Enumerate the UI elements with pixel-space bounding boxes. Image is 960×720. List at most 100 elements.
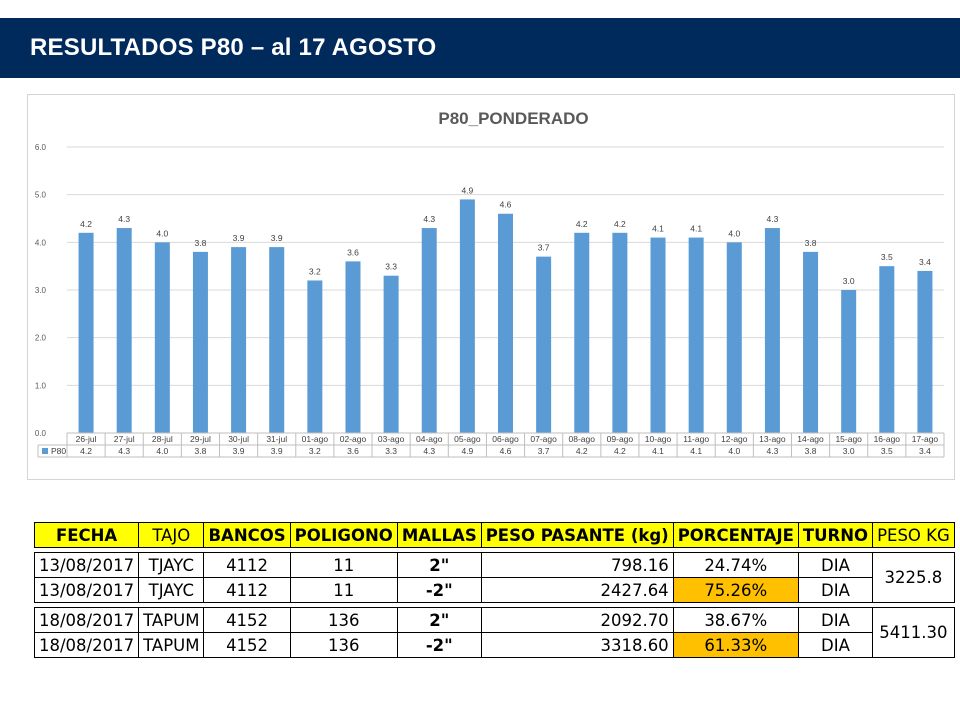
- data-label: 3.4: [919, 257, 931, 267]
- header-peso-pasante: PESO PASANTE (kg): [480, 522, 674, 548]
- data-table-value: 4.9: [461, 446, 473, 456]
- y-tick-label: 1.0: [35, 381, 47, 390]
- cell-peso-kg: 3225.8: [872, 552, 955, 603]
- header-peso-kg: PESO KG: [872, 522, 955, 548]
- x-tick-label: 14-ago: [797, 434, 824, 444]
- data-table-value: 4.3: [118, 446, 130, 456]
- x-tick-label: 12-ago: [721, 434, 748, 444]
- data-table-value: 4.0: [728, 446, 740, 456]
- data-table-value: 3.8: [805, 446, 817, 456]
- cell-turno: DIA: [797, 577, 874, 603]
- data-table-value: 3.7: [538, 446, 550, 456]
- x-tick-label: 17-ago: [912, 434, 939, 444]
- bar: [78, 232, 94, 433]
- data-label: 3.2: [309, 266, 321, 276]
- bar: [154, 242, 170, 433]
- data-label: 3.7: [538, 243, 550, 253]
- bar: [917, 270, 933, 433]
- cell-tajo: TJAYC: [138, 577, 205, 603]
- bar: [650, 237, 666, 433]
- data-label: 3.8: [195, 238, 207, 248]
- data-table-value: 3.6: [347, 446, 359, 456]
- table-row: 18/08/2017 TAPUM 4152 136 -2" 3318.60 61…: [33, 632, 955, 658]
- title-banner: RESULTADOS P80 – al 17 AGOSTO: [0, 18, 960, 78]
- y-tick-label: 4.0: [35, 238, 47, 247]
- data-label: 4.3: [118, 214, 130, 224]
- cell-peso-kg: 5411.30: [872, 607, 955, 658]
- header-fecha: FECHA: [33, 522, 140, 548]
- y-tick-label: 0.0: [35, 429, 47, 438]
- cell-fecha: 18/08/2017: [33, 632, 140, 658]
- data-label: 4.1: [652, 224, 664, 234]
- x-tick-label: 13-ago: [759, 434, 786, 444]
- x-tick-label: 10-ago: [645, 434, 672, 444]
- data-label: 4.1: [690, 224, 702, 234]
- bar: [383, 275, 399, 433]
- cell-mallas: -2": [396, 577, 482, 603]
- data-table-value: 4.3: [766, 446, 778, 456]
- cell-mallas: 2": [396, 607, 482, 633]
- cell-bancos: 4152: [203, 607, 291, 633]
- data-table-value: 4.2: [576, 446, 588, 456]
- p80-chart: P80_PONDERADO 0.0 1.0 2.0 3.0 4.0 5.0 6.0 4.2 4.3…: [35, 109, 945, 458]
- data-label: 3.9: [233, 233, 245, 243]
- bar: [726, 242, 742, 433]
- data-table-value: 3.0: [843, 446, 855, 456]
- x-tick-label: 11-ago: [683, 434, 709, 444]
- cell-turno: DIA: [797, 632, 874, 658]
- y-tick-label: 2.0: [35, 334, 47, 343]
- cell-fecha: 18/08/2017: [33, 607, 140, 633]
- cell-turno: DIA: [797, 607, 874, 633]
- cell-tajo: TAPUM: [138, 607, 205, 633]
- header-tajo: TAJO: [138, 522, 205, 548]
- x-tick-label: 06-ago: [492, 434, 519, 444]
- data-label: 3.9: [271, 233, 283, 243]
- x-tick-label: 05-ago: [454, 434, 481, 444]
- data-label: 3.8: [805, 238, 817, 248]
- bar: [269, 247, 285, 433]
- bar: [764, 228, 780, 433]
- cell-mallas: 2": [396, 552, 482, 578]
- cell-poligono: 136: [289, 632, 398, 658]
- cell-bancos: 4152: [203, 632, 291, 658]
- data-label: 4.6: [500, 200, 512, 210]
- y-tick-label: 3.0: [35, 286, 47, 295]
- cell-peso: 798.16: [480, 552, 674, 578]
- cell-turno: DIA: [797, 552, 874, 578]
- x-tick-label: 28-jul: [152, 434, 173, 444]
- cell-porcentaje: 61.33%: [672, 632, 799, 658]
- data-label: 3.6: [347, 247, 359, 257]
- cell-fecha: 13/08/2017: [33, 577, 140, 603]
- cell-fecha: 13/08/2017: [33, 552, 140, 578]
- data-table-value: 4.1: [652, 446, 664, 456]
- cell-peso: 2427.64: [480, 577, 674, 603]
- data-label: 3.5: [881, 252, 893, 262]
- data-table-value: 3.4: [919, 446, 931, 456]
- bar: [231, 247, 247, 433]
- header-bancos: BANCOS: [203, 522, 291, 548]
- table-header-row: FECHA TAJO BANCOS POLIGONO MALLAS PESO P…: [33, 522, 955, 548]
- cell-mallas: -2": [396, 632, 482, 658]
- x-tick-label: 08-ago: [569, 434, 596, 444]
- y-tick-label: 5.0: [35, 191, 47, 200]
- bar: [459, 199, 475, 433]
- data-table-value: 4.1: [690, 446, 702, 456]
- cell-poligono: 11: [289, 577, 398, 603]
- x-tick-label: 27-jul: [114, 434, 135, 444]
- table-row: 13/08/2017 TJAYC 4112 11 2" 798.16 24.74…: [33, 552, 955, 603]
- data-table-value: 4.2: [80, 446, 92, 456]
- data-label: 4.3: [766, 214, 778, 224]
- data-label: 4.0: [156, 228, 168, 238]
- bar: [879, 266, 895, 433]
- x-tick-label: 31-jul: [266, 434, 287, 444]
- bar: [421, 228, 437, 433]
- bar: [536, 256, 552, 433]
- x-tick-label: 30-jul: [228, 434, 249, 444]
- page-title: RESULTADOS P80 – al 17 AGOSTO: [30, 34, 437, 61]
- chart-frame: P80_PONDERADO 0.0 1.0 2.0 3.0 4.0 5.0 6.0 4.2 4.3…: [27, 94, 955, 480]
- bar: [841, 290, 857, 433]
- x-tick-label: 02-ago: [340, 434, 367, 444]
- data-table-value: 4.6: [500, 446, 512, 456]
- data-label: 3.0: [843, 276, 855, 286]
- cell-peso: 2092.70: [480, 607, 674, 633]
